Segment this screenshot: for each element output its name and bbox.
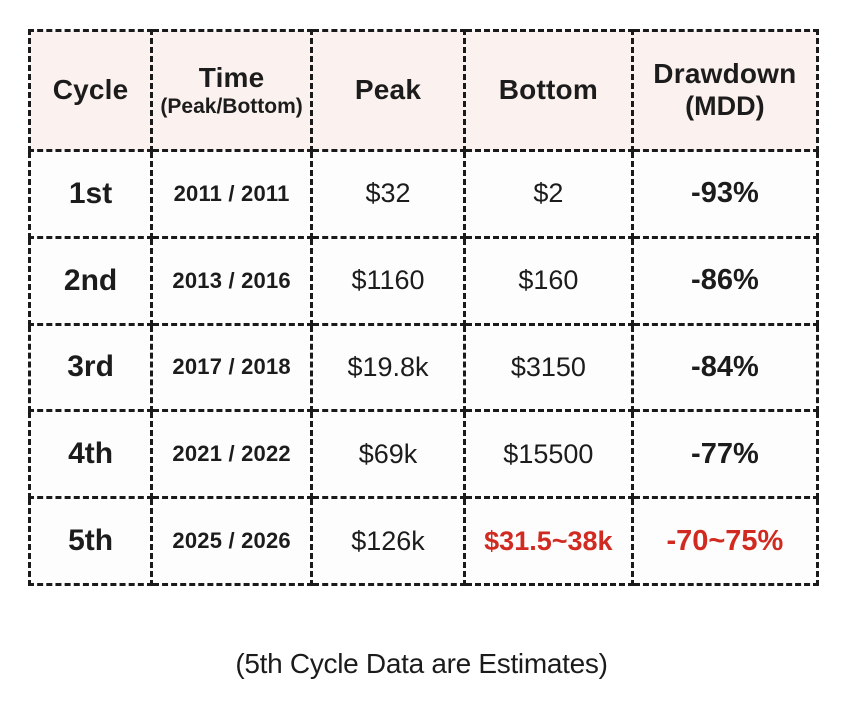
header-label-peak: Peak xyxy=(354,74,422,106)
cell-bottom: $160 xyxy=(462,235,634,326)
header-label-drawdown: Drawdown xyxy=(653,58,797,90)
header-cell-time: Time (Peak/Bottom) xyxy=(150,29,314,152)
table-row: 3rd 2017 / 2018 $19.8k $3150 -84% xyxy=(27,322,820,413)
cell-peak: $19.8k xyxy=(310,322,466,413)
cell-peak: $69k xyxy=(310,409,466,500)
cell-bottom-estimate: $31.5~38k xyxy=(462,496,634,586)
cell-cycle: 2nd xyxy=(27,235,154,326)
header-label-time: Time xyxy=(198,61,265,93)
table-caption: (5th Cycle Data are Estimates) xyxy=(235,648,608,679)
header-sublabel-drawdown: (MDD) xyxy=(685,91,765,122)
cell-time: 2013 / 2016 xyxy=(150,235,314,326)
table-body: 1st 2011 / 2011 $32 $2 -93% 2nd 2013 / 2… xyxy=(27,149,820,586)
cell-cycle: 3rd xyxy=(27,322,154,413)
header-cell-drawdown: Drawdown (MDD) xyxy=(630,29,820,152)
cell-cycle: 4th xyxy=(27,409,154,500)
cell-drawdown: -86% xyxy=(630,235,820,326)
cell-peak: $1160 xyxy=(310,235,466,326)
cell-time: 2011 / 2011 xyxy=(150,149,314,239)
table-header: Cycle Time (Peak/Bottom) Peak Bottom Dra… xyxy=(27,29,820,152)
header-cell-bottom: Bottom xyxy=(462,29,634,152)
cycles-table: Cycle Time (Peak/Bottom) Peak Bottom Dra… xyxy=(27,29,820,586)
table-row: 1st 2011 / 2011 $32 $2 -93% xyxy=(27,149,820,239)
header-row: Cycle Time (Peak/Bottom) Peak Bottom Dra… xyxy=(27,29,820,152)
table-row: 2nd 2013 / 2016 $1160 $160 -86% xyxy=(27,235,820,326)
cell-drawdown: -77% xyxy=(630,409,820,500)
cell-bottom: $3150 xyxy=(462,322,634,413)
cell-drawdown: -93% xyxy=(630,149,820,239)
header-cell-cycle: Cycle xyxy=(27,29,154,152)
table-row: 5th 2025 / 2026 $126k $31.5~38k -70~75% xyxy=(27,496,820,586)
cell-cycle: 1st xyxy=(27,149,154,239)
header-sublabel-time: (Peak/Bottom) xyxy=(160,95,303,118)
header-label-cycle: Cycle xyxy=(52,74,129,106)
cell-bottom: $15500 xyxy=(462,409,634,500)
header-cell-peak: Peak xyxy=(310,29,466,152)
cell-cycle: 5th xyxy=(27,496,154,586)
table-row: 4th 2021 / 2022 $69k $15500 -77% xyxy=(27,409,820,500)
cell-peak: $126k xyxy=(310,496,466,586)
cell-drawdown: -84% xyxy=(630,322,820,413)
cell-drawdown-estimate: -70~75% xyxy=(630,496,820,586)
cell-time: 2017 / 2018 xyxy=(150,322,314,413)
header-label-bottom: Bottom xyxy=(498,74,598,106)
cell-bottom: $2 xyxy=(462,149,634,239)
cell-time: 2021 / 2022 xyxy=(150,409,314,500)
cell-peak: $32 xyxy=(310,149,466,239)
cell-time: 2025 / 2026 xyxy=(150,496,314,586)
